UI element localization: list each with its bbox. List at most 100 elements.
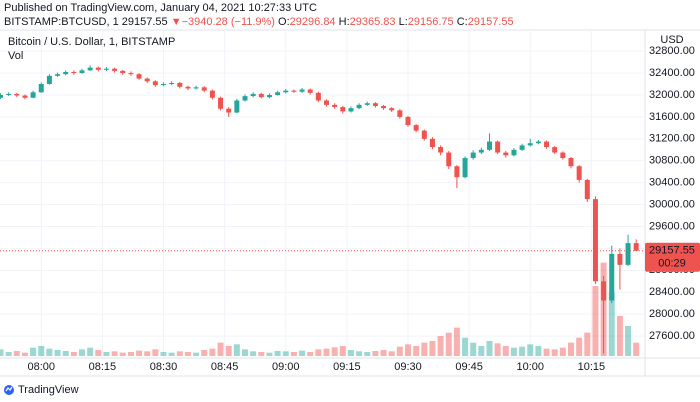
volume-bar: [527, 344, 534, 356]
candle-body: [340, 107, 346, 112]
candle-body: [503, 152, 509, 156]
candle-body: [307, 89, 313, 93]
candle-body: [625, 243, 631, 265]
y-tick-label: 31600.00: [649, 111, 695, 123]
candle-body: [234, 100, 240, 113]
volume-bar: [54, 350, 61, 356]
y-tick-label: 30000.00: [649, 198, 695, 210]
volume-bar: [144, 351, 151, 356]
candle-body: [495, 141, 501, 153]
candle-body: [169, 82, 175, 85]
candle-body: [152, 81, 158, 86]
candle-body: [535, 141, 541, 144]
volume-bar: [347, 350, 354, 356]
candle-body: [291, 90, 297, 92]
published-line: Published on TradingView.com, January 04…: [4, 2, 317, 14]
volume-bar: [299, 350, 306, 356]
y-tick-label: 28000.00: [649, 308, 695, 320]
x-tick-label: 08:45: [211, 361, 239, 373]
volume-bar: [478, 346, 485, 356]
candle-body: [38, 84, 44, 93]
candle-body: [161, 84, 166, 86]
volume-bar: [429, 341, 436, 356]
volume-bar: [339, 346, 346, 356]
candle-body: [63, 71, 69, 75]
volume-bar: [233, 344, 240, 356]
candle-body: [209, 90, 215, 98]
candle-body: [226, 108, 232, 113]
volume-bar: [62, 351, 69, 356]
candle-body: [258, 93, 264, 98]
volume-bar: [437, 336, 444, 356]
candle-body: [144, 78, 150, 82]
volume-bar: [380, 350, 387, 356]
volume-bar: [217, 342, 224, 356]
candle-body: [30, 92, 36, 98]
y-tick-label: 31200.00: [649, 133, 695, 145]
candle-body: [381, 105, 387, 109]
volume-bar: [462, 337, 469, 356]
volume-bar: [225, 346, 232, 356]
symbol-line: BITSTAMP:BTCUSD, 1 29157.55 ▼−3940.28 (−…: [4, 16, 514, 28]
high-label: H:: [339, 16, 350, 28]
volume-bar: [282, 351, 289, 356]
brand-logo: TradingView: [4, 384, 79, 396]
volume-bar: [87, 347, 94, 356]
volume-label: Vol: [8, 50, 23, 62]
candle-body: [348, 108, 354, 112]
candle-body: [429, 138, 435, 148]
volume-bar: [470, 342, 477, 356]
candle-body: [324, 100, 329, 105]
candle-body: [136, 74, 142, 79]
volume-bar: [494, 343, 501, 356]
low-value: 29156.75: [408, 16, 454, 28]
candle-body: [87, 67, 93, 71]
volume-bar: [266, 352, 273, 356]
candle-body: [299, 89, 305, 92]
volume-bar: [193, 352, 200, 356]
x-tick-label: 09:30: [394, 361, 422, 373]
volume-bar: [160, 352, 167, 356]
candle-body: [421, 130, 427, 139]
volume-bar: [592, 286, 599, 356]
layers: 27600.0028000.0028400.0028800.0029200.00…: [0, 30, 700, 373]
candle-body: [193, 87, 199, 89]
candle-body: [218, 97, 224, 109]
volume-bar: [176, 351, 183, 356]
high-value: 29365.83: [350, 16, 396, 28]
volume-bar: [510, 347, 517, 356]
close-label: C:: [457, 16, 468, 28]
candle-body: [14, 93, 20, 96]
volume-bar: [79, 349, 85, 356]
candle-body: [71, 71, 77, 74]
candle-body: [356, 104, 362, 109]
candle-body: [446, 152, 452, 167]
candle-body: [275, 92, 281, 96]
candle-body: [201, 87, 207, 91]
candle-body: [120, 70, 126, 74]
candle-body: [584, 179, 590, 200]
candle-body: [552, 147, 558, 153]
low-label: L:: [399, 16, 408, 28]
candle-body: [519, 145, 525, 150]
volume-bar: [307, 352, 314, 356]
candle-body: [315, 92, 321, 101]
volume-bar: [502, 346, 509, 356]
volume-bar: [46, 348, 53, 356]
volume-bar: [323, 348, 330, 356]
candle-body: [511, 149, 517, 156]
y-tick-label: 30400.00: [649, 177, 695, 189]
candle-body: [413, 125, 419, 131]
candle-body: [568, 158, 574, 167]
candle-body: [364, 103, 370, 105]
candle-body: [576, 166, 582, 180]
volume-bar: [127, 352, 134, 356]
candle-body: [185, 86, 191, 89]
volume-bar: [136, 350, 143, 356]
candle-body: [389, 108, 395, 111]
volume-bar: [70, 352, 77, 356]
candle-body: [609, 253, 615, 301]
volume-bar: [364, 352, 371, 356]
currency: USD: [660, 34, 683, 46]
y-tick-label: 29600.00: [649, 220, 695, 232]
